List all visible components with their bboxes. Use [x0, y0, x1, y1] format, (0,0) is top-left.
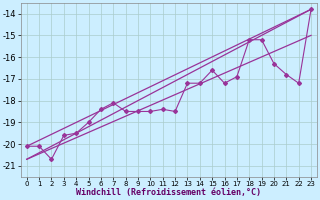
X-axis label: Windchill (Refroidissement éolien,°C): Windchill (Refroidissement éolien,°C)	[76, 188, 261, 197]
